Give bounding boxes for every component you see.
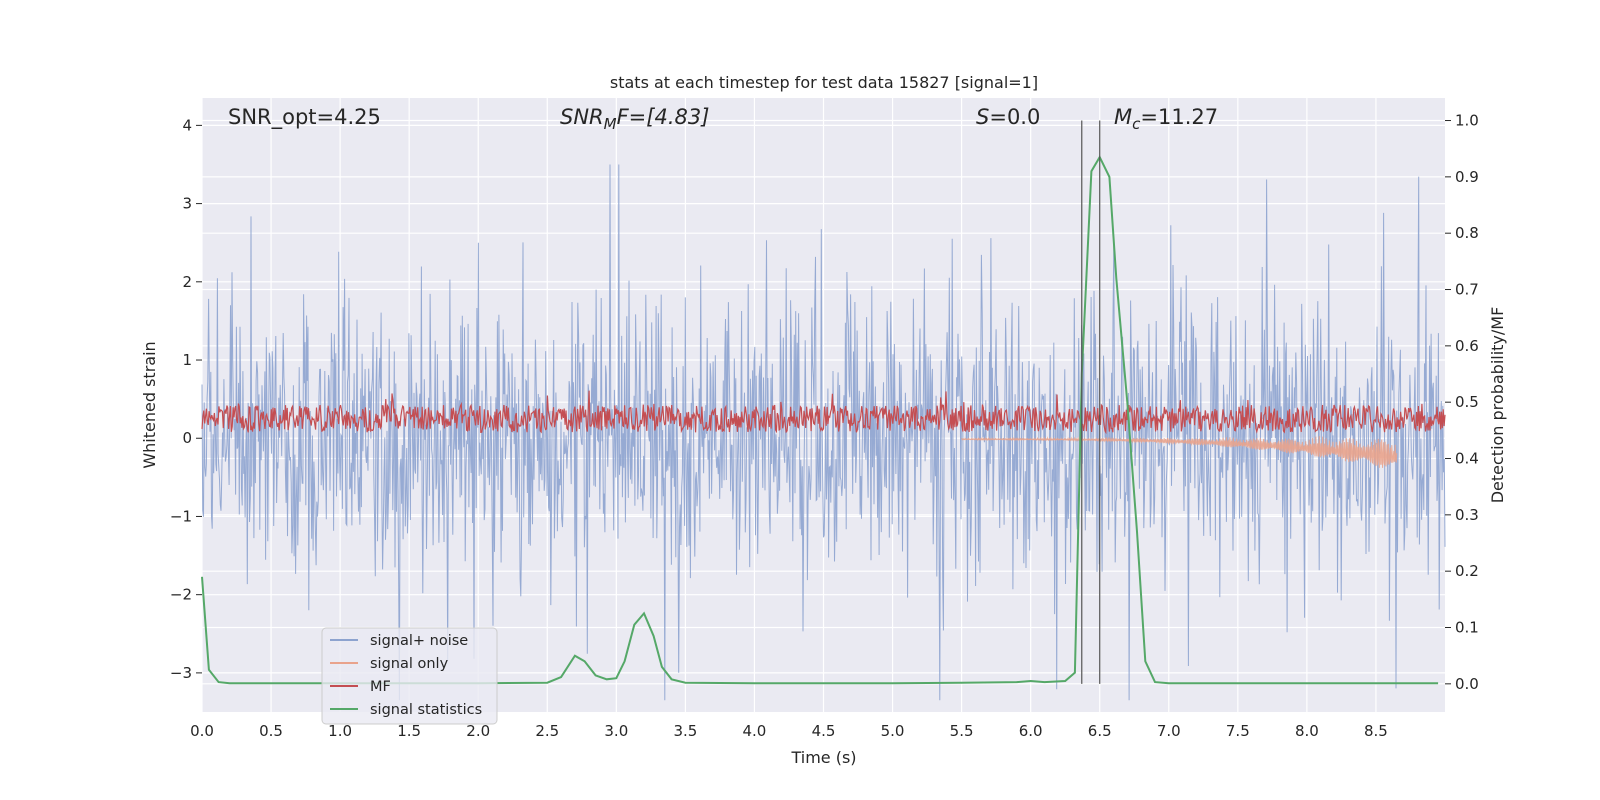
- x-axis-ticks: 0.0 0.5 1.0 1.5 2.0 2.5 3.0 3.5 4.0 4.5 5.0 5.5 6.0 6…: [190, 722, 1388, 740]
- x-tick-label-10: 5.0: [881, 722, 905, 740]
- y2-tick-label-10: 1.0: [1455, 112, 1479, 130]
- x-tick-label-0: 0.0: [190, 722, 214, 740]
- legend: signal+ noise signal only MF signal stat…: [321, 627, 498, 725]
- legend-box: [321, 627, 498, 725]
- legend-label-signal-only: signal only: [370, 656, 449, 672]
- y2-axis-ticks: 0.0 0.1 0.2 0.3 0.4 0.5 0.6 0.7 0.8 0.9 1.0: [1445, 112, 1479, 693]
- series-signal-noise: [201, 164, 1446, 701]
- y2-tick-label-6: 0.6: [1455, 337, 1479, 355]
- x-tick-label-1: 0.5: [259, 722, 283, 740]
- y-tick-label-2: −1: [170, 507, 192, 525]
- chart-title: stats at each timestep for test data 158…: [610, 73, 1038, 92]
- y-axis-label: Whitened strain: [140, 341, 159, 468]
- x-tick-label-17: 8.5: [1364, 722, 1388, 740]
- x-tick-label-12: 6.0: [1019, 722, 1043, 740]
- y2-tick-label-7: 0.7: [1455, 281, 1479, 299]
- x-tick-label-13: 6.5: [1088, 722, 1112, 740]
- x-tick-label-14: 7.0: [1157, 722, 1181, 740]
- x-tick-label-6: 3.0: [604, 722, 628, 740]
- y-tick-label-1: −2: [170, 586, 192, 604]
- x-tick-label-2: 1.0: [328, 722, 352, 740]
- y2-tick-label-5: 0.5: [1455, 393, 1479, 411]
- x-tick-label-3: 1.5: [397, 722, 421, 740]
- y2-tick-label-0: 0.0: [1455, 675, 1479, 693]
- annotation-s: S=0.0: [976, 105, 1040, 129]
- y-axis-ticks: −3 −2 −1 0 1 2 3 4: [170, 116, 202, 682]
- y-tick-label-5: 2: [182, 273, 192, 291]
- y2-tick-label-9: 0.9: [1455, 168, 1479, 186]
- vertical-markers: [1081, 120, 1101, 684]
- x-tick-label-15: 7.5: [1226, 722, 1250, 740]
- y2-tick-label-8: 0.8: [1455, 224, 1479, 242]
- x-tick-label-9: 4.5: [812, 722, 836, 740]
- x-tick-label-11: 5.5: [950, 722, 974, 740]
- annotation-snr-mf: SNRMF=[4.83]: [560, 105, 709, 133]
- legend-label-signal-statistics: signal statistics: [370, 702, 482, 718]
- x-axis-label: Time (s): [790, 748, 856, 767]
- y-tick-label-7: 4: [182, 116, 192, 134]
- y-tick-label-0: −3: [170, 664, 192, 682]
- line-signal-statistics: [201, 154, 1439, 685]
- line-mf: [201, 390, 1446, 435]
- y2-tick-label-2: 0.2: [1455, 562, 1479, 580]
- y2-axis-label: Detection probability/MF: [1488, 307, 1507, 504]
- annotation-snr-opt: SNR_opt=4.25: [228, 105, 381, 130]
- x-tick-label-16: 8.0: [1295, 722, 1319, 740]
- y2-tick-label-1: 0.1: [1455, 619, 1479, 637]
- y2-tick-label-4: 0.4: [1455, 450, 1479, 468]
- series-mf: [201, 390, 1446, 435]
- x-tick-label-4: 2.0: [466, 722, 490, 740]
- y-tick-label-3: 0: [182, 429, 192, 447]
- x-tick-label-8: 4.0: [743, 722, 767, 740]
- series-signal-only: [961, 436, 1398, 468]
- y-tick-label-6: 3: [182, 195, 192, 213]
- legend-label-mf: MF: [370, 679, 391, 695]
- annotation-mc: Mc=11.27: [1114, 105, 1218, 133]
- y2-tick-label-3: 0.3: [1455, 506, 1479, 524]
- x-tick-label-7: 3.5: [673, 722, 697, 740]
- x-tick-label-5: 2.5: [535, 722, 559, 740]
- legend-label-signal-noise: signal+ noise: [370, 633, 468, 649]
- line-signal-only: [961, 436, 1398, 468]
- series-signal-statistics: [201, 154, 1439, 685]
- grid-lines: [201, 98, 1445, 712]
- line-signal-noise: [201, 164, 1446, 701]
- y-tick-label-4: 1: [182, 351, 192, 369]
